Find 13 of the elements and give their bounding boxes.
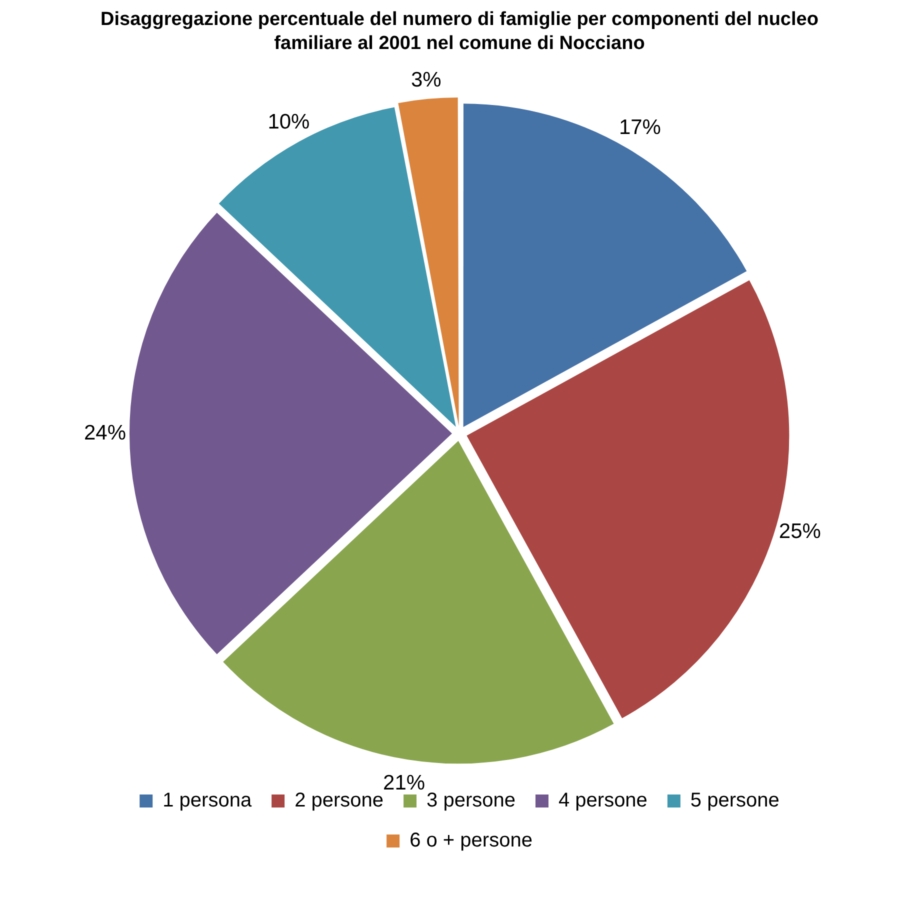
legend-label: 3 persone (426, 790, 516, 812)
legend-label: 1 persona (162, 790, 252, 812)
legend-label: 4 persone (558, 790, 648, 812)
data-label: 17% (618, 116, 661, 140)
legend-label: 2 persone (294, 790, 384, 812)
data-label: 10% (268, 110, 310, 134)
data-label: 24% (84, 421, 126, 444)
chart-title: Disaggregazione percentuale del numero di famiglie per componenti del nucleo familiare al 2001 nel comune di Nocciano (100, 8, 820, 56)
data-label: 25% (778, 520, 821, 544)
legend-label: 5 persone (690, 790, 780, 812)
data-label: 3% (410, 68, 442, 92)
data-label: 21% (383, 771, 426, 794)
legend-label: 6 o + persone (410, 830, 532, 852)
